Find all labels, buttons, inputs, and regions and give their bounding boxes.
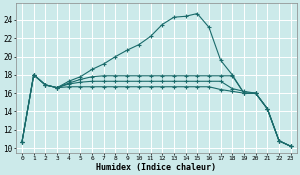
X-axis label: Humidex (Indice chaleur): Humidex (Indice chaleur) (96, 163, 216, 172)
